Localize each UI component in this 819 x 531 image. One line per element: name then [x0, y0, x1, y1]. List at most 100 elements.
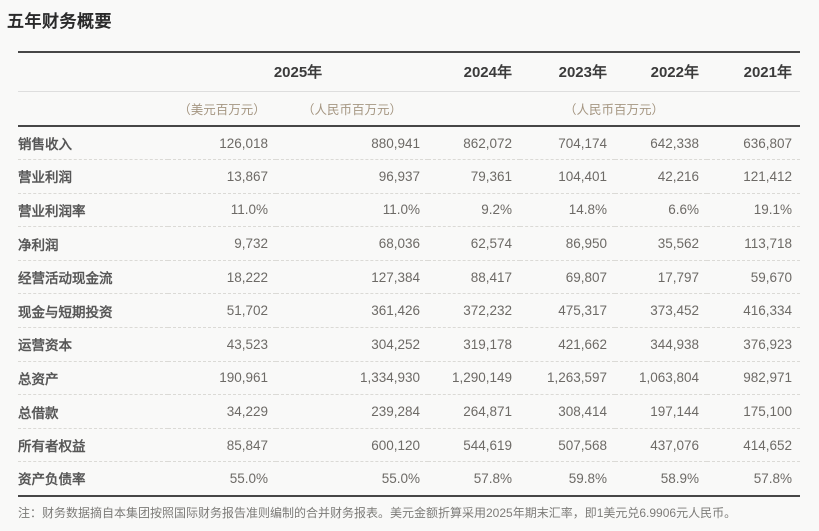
empty-corner-cell — [18, 52, 168, 91]
cell-value: 11.0% — [382, 202, 420, 218]
table-row: 净利润 9,732 68,036 62,574 86,950 35,562 113,718 — [18, 226, 800, 261]
cell-value: 9,732 — [234, 236, 268, 252]
cell-value: 55.0% — [381, 470, 420, 486]
cell-value: 62,574 — [470, 236, 512, 252]
year-header-2023: 2023年 — [558, 64, 607, 82]
cell-value: 862,072 — [463, 135, 512, 151]
cell-value: 880,941 — [371, 135, 420, 151]
table-row: 资产负债率 55.0% 55.0% 57.8% 59.8% 58.9% 57.8% — [18, 461, 800, 496]
table-row: 总资产 190,961 1,334,930 1,290,149 1,263,597 1,0… — [18, 361, 800, 395]
table-row: 总借款 34,229 239,284 264,871 308,414 197,144 175… — [18, 394, 800, 429]
cell-value: 304,252 — [371, 336, 420, 352]
cell-value: 475,317 — [558, 303, 607, 319]
cell-value: 126,018 — [219, 135, 268, 151]
cell-value: 13,867 — [226, 168, 268, 184]
cell-value: 59,670 — [750, 269, 792, 285]
cell-value: 437,076 — [650, 437, 699, 453]
cell-value: 9.2% — [481, 202, 512, 218]
cell-value: 42,216 — [657, 168, 699, 184]
cell-value: 127,384 — [371, 269, 420, 285]
year-header-2024: 2024年 — [463, 64, 512, 82]
cell-value: 17,797 — [657, 269, 699, 285]
cell-value: 35,562 — [657, 236, 699, 252]
cell-value: 361,426 — [371, 303, 420, 319]
table-row: 经营活动现金流 18,222 127,384 88,417 69,807 17,797 59… — [18, 260, 800, 294]
cell-value: 58.9% — [660, 470, 699, 486]
cell-value: 113,718 — [744, 236, 792, 252]
cell-value: 421,662 — [558, 336, 607, 352]
unit-header-rmb-2025: （人民币百万元） — [301, 102, 402, 117]
cell-value: 104,401 — [558, 168, 607, 184]
cell-value: 69,807 — [565, 269, 607, 285]
cell-value: 59.8% — [568, 470, 607, 486]
table-row: 现金与短期投资 51,702 361,426 372,232 475,317 373,45… — [18, 293, 800, 328]
cell-value: 86,950 — [565, 236, 607, 252]
cell-value: 57.8% — [753, 470, 792, 486]
row-label: 营业利润率 — [18, 203, 86, 219]
cell-value: 372,232 — [463, 303, 512, 319]
cell-value: 308,414 — [558, 404, 607, 420]
row-label: 总资产 — [18, 371, 59, 387]
cell-value: 19.1% — [753, 202, 792, 218]
unit-header-usd: （美元百万元） — [178, 102, 266, 117]
row-label: 总借款 — [18, 405, 59, 421]
row-label: 现金与短期投资 — [18, 304, 113, 320]
cell-value: 85,847 — [226, 437, 268, 453]
table-row: 营业利润率 11.0% 11.0% 9.2% 14.8% 6.6% 19.1% — [18, 193, 800, 227]
cell-value: 239,284 — [371, 404, 420, 420]
row-label: 资产负债率 — [18, 472, 86, 488]
cell-value: 1,290,149 — [451, 370, 512, 386]
cell-value: 34,229 — [226, 404, 268, 420]
cell-value: 373,452 — [650, 303, 699, 319]
cell-value: 982,971 — [743, 370, 792, 386]
cell-value: 1,063,804 — [638, 370, 699, 386]
cell-value: 6.6% — [668, 202, 699, 218]
table-row: 销售收入 126,018 880,941 862,072 704,174 642,338 6… — [18, 126, 800, 160]
table-row: 运营资本 43,523 304,252 319,178 421,662 344,938 37… — [18, 327, 800, 362]
financial-summary-table: 2025年 2024年 2023年 2022年 2021年 （美元百万元） （人… — [18, 51, 800, 497]
cell-value: 43,523 — [226, 336, 268, 352]
table-body: 销售收入 126,018 880,941 862,072 704,174 642,338 6… — [18, 126, 800, 496]
cell-value: 96,937 — [378, 168, 420, 184]
unit-header-rmb-prior-years: （人民币百万元） — [563, 102, 664, 117]
cell-value: 18,222 — [226, 269, 268, 285]
cell-value: 414,652 — [743, 437, 792, 453]
row-label: 经营活动现金流 — [18, 271, 113, 287]
cell-value: 11.0% — [230, 202, 268, 218]
empty-corner-cell — [18, 91, 168, 126]
year-header-2021: 2021年 — [743, 64, 792, 82]
footnote: 注：财务数据摘自本集团按照国际财务报告准则编制的合并财务报表。美元金额折算采用2… — [18, 506, 737, 520]
cell-value: 544,619 — [463, 437, 512, 453]
cell-value: 1,263,597 — [546, 370, 607, 386]
cell-value: 55.0% — [229, 470, 268, 486]
financial-summary-table-wrap: 2025年 2024年 2023年 2022年 2021年 （美元百万元） （人… — [18, 51, 800, 497]
cell-value: 68,036 — [378, 236, 420, 252]
row-label: 所有者权益 — [18, 439, 86, 455]
cell-value: 14.8% — [568, 202, 607, 218]
cell-value: 175,100 — [743, 404, 792, 420]
row-label: 净利润 — [18, 237, 59, 253]
cell-value: 344,938 — [650, 336, 699, 352]
cell-value: 1,334,930 — [359, 370, 420, 386]
cell-value: 507,568 — [558, 437, 607, 453]
cell-value: 416,334 — [743, 303, 792, 319]
cell-value: 57.8% — [473, 470, 512, 486]
cell-value: 636,807 — [743, 135, 792, 151]
row-label: 销售收入 — [18, 137, 72, 153]
cell-value: 642,338 — [650, 135, 699, 151]
cell-value: 376,923 — [743, 336, 792, 352]
year-header-row: 2025年 2024年 2023年 2022年 2021年 — [18, 52, 800, 91]
year-header-2025: 2025年 — [273, 64, 323, 82]
table-row: 所有者权益 85,847 600,120 544,619 507,568 437,076 4… — [18, 428, 800, 462]
row-label: 营业利润 — [18, 170, 72, 186]
cell-value: 264,871 — [463, 404, 512, 420]
cell-value: 51,702 — [226, 303, 268, 319]
cell-value: 197,144 — [650, 404, 699, 420]
unit-header-row: （美元百万元） （人民币百万元） （人民币百万元） — [18, 91, 800, 126]
cell-value: 88,417 — [470, 269, 512, 285]
cell-value: 704,174 — [558, 135, 607, 151]
table-row: 营业利润 13,867 96,937 79,361 104,401 42,216 121,4… — [18, 159, 800, 194]
cell-value: 319,178 — [463, 336, 512, 352]
row-label: 运营资本 — [18, 338, 72, 354]
